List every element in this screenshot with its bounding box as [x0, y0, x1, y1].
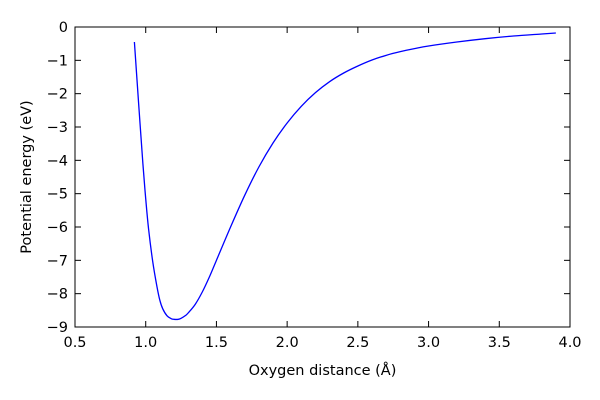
y-tick-label: −1 — [47, 53, 68, 69]
x-tick-label: 0.5 — [63, 335, 86, 351]
x-tick-label: 4.0 — [558, 335, 581, 351]
x-axis-label: Oxygen distance (Å) — [249, 362, 397, 379]
x-tick-label: 2.0 — [276, 335, 299, 351]
y-tick-label: −7 — [47, 253, 68, 269]
y-tick-label: −8 — [47, 287, 68, 303]
x-tick-label: 3.0 — [417, 335, 440, 351]
y-tick-label: −9 — [47, 320, 68, 336]
series-layer — [133, 32, 556, 321]
y-tick-label: −5 — [47, 187, 68, 203]
plot-frame — [74, 26, 571, 328]
tick-labels: 0.5 1.0 1.5 2.0 2.5 3.0 3.5 4.0 0 −1 −2 −3 −4 −5 −6 −7 −… — [47, 20, 582, 351]
series-line — [133, 32, 556, 321]
x-tick-label: 3.5 — [488, 335, 511, 351]
y-tick-label: −3 — [47, 120, 68, 136]
y-axis-label: Potential energy (eV) — [19, 100, 35, 253]
x-tick-label: 1.5 — [205, 335, 228, 351]
y-tick-label: 0 — [59, 20, 68, 36]
y-tick-label: −6 — [47, 220, 68, 236]
x-tick-label: 1.0 — [134, 335, 157, 351]
x-tick-label: 2.5 — [346, 335, 369, 351]
y-tick-label: −2 — [47, 87, 68, 103]
plot-area — [75, 27, 570, 327]
y-tick-label: −4 — [47, 153, 68, 169]
